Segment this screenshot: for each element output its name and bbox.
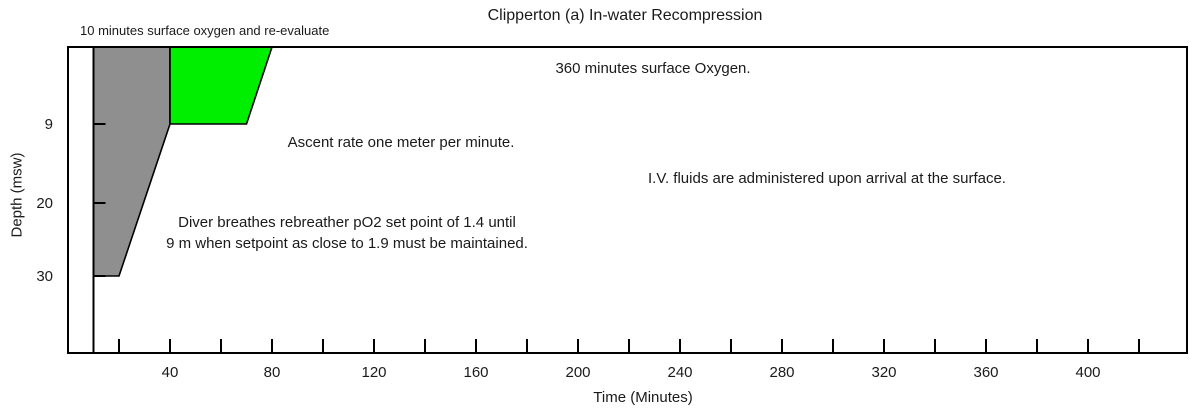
x-tick-label: 360	[973, 364, 998, 381]
x-tick-label: 200	[565, 364, 590, 381]
y-axis-label: Depth (msw)	[8, 152, 26, 238]
note-ascent-rate: Ascent rate one meter per minute.	[287, 134, 515, 151]
y-tick-label: 30	[36, 268, 53, 285]
note-iv-fluids: I.V. fluids are administered upon arriva…	[648, 170, 1006, 187]
x-tick-label: 240	[667, 364, 692, 381]
note-surface-oxygen-post: 360 minutes surface Oxygen.	[555, 60, 751, 77]
x-tick-label: 120	[361, 364, 386, 381]
chart-title: Clipperton (a) In-water Recompression	[487, 7, 763, 24]
x-tick-label: 400	[1075, 364, 1100, 381]
note-rebreather-setpoint-line1: Diver breathes rebreather pO2 set point …	[178, 214, 516, 231]
y-tick-label: 20	[36, 195, 53, 212]
x-axis-label: Time (Minutes)	[593, 389, 693, 406]
x-tick-label: 320	[871, 364, 896, 381]
x-tick-label: 80	[264, 364, 281, 381]
x-tick-label: 160	[463, 364, 488, 381]
note-surface-oxygen-pre: 10 minutes surface oxygen and re-evaluat…	[80, 23, 330, 38]
note-rebreather-setpoint: Diver breathes rebreather pO2 set point …	[166, 212, 528, 254]
y-tick-label: 9	[45, 116, 53, 133]
plot-border	[67, 46, 1188, 354]
x-tick-label: 40	[162, 364, 179, 381]
x-tick-label: 280	[769, 364, 794, 381]
note-rebreather-setpoint-line2: 9 m when setpoint as close to 1.9 must b…	[166, 235, 528, 252]
